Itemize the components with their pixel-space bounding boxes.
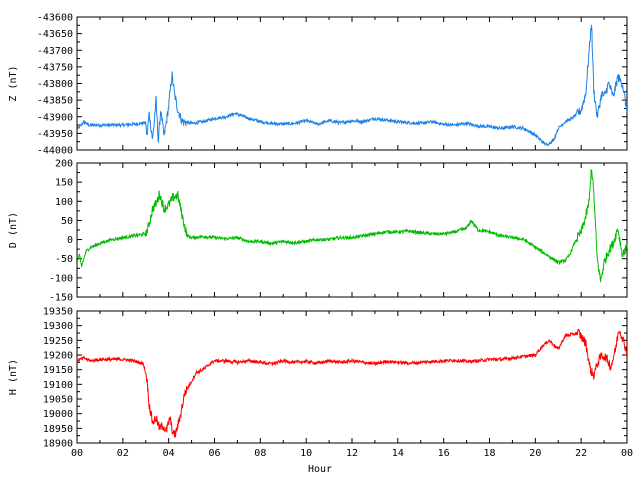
y-axis-label: H (nT) bbox=[8, 359, 19, 395]
y-tick-label: -43800 bbox=[37, 79, 73, 90]
series-line bbox=[76, 328, 628, 438]
series-line bbox=[76, 168, 628, 284]
x-tick-label: 20 bbox=[529, 448, 541, 459]
x-tick-label: 00 bbox=[71, 448, 83, 459]
x-tick-label: 18 bbox=[483, 448, 495, 459]
panel-z: -43600 -43650 -43700 -43750 -43800 -43850 -439… bbox=[8, 13, 628, 157]
y-axis-label: Z (nT) bbox=[8, 65, 19, 101]
y-tick-label: 19350 bbox=[43, 307, 73, 318]
plot-frame bbox=[76, 16, 628, 151]
x-axis: 00 02 04 06 08 10 12 14 16 18 20 22 00 bbox=[71, 448, 633, 459]
y-tick-label: -43850 bbox=[37, 96, 73, 107]
y-tick-label: -50 bbox=[55, 254, 73, 265]
y-tick-label: 50 bbox=[61, 216, 73, 227]
x-tick-label: 08 bbox=[254, 448, 266, 459]
y-tick-label: 150 bbox=[55, 178, 73, 189]
x-tick-label: 14 bbox=[392, 448, 404, 459]
y-tick-label: 19150 bbox=[43, 365, 73, 376]
y-tick-label: -100 bbox=[49, 273, 73, 284]
y-tick-label: 100 bbox=[55, 197, 73, 208]
x-tick-label: 10 bbox=[300, 448, 312, 459]
y-tick-label: 18900 bbox=[43, 439, 73, 450]
x-tick-label: 12 bbox=[346, 448, 358, 459]
y-tick-label: 0 bbox=[67, 235, 73, 246]
y-tick-label: -44000 bbox=[37, 146, 73, 157]
y-tick-label: -43950 bbox=[37, 129, 73, 140]
y-tick-label: 200 bbox=[55, 159, 73, 170]
y-tick-label: -150 bbox=[49, 293, 73, 304]
panel-d: 200 150 100 50 0 -50 -100 -150 D (nT) bbox=[8, 159, 628, 304]
plot-frame bbox=[76, 310, 628, 444]
x-tick-label: 04 bbox=[163, 448, 175, 459]
y-tick-label: -43650 bbox=[37, 29, 73, 40]
y-tick-label: 19250 bbox=[43, 336, 73, 347]
x-tick-label: 02 bbox=[117, 448, 129, 459]
plot-frame bbox=[76, 162, 628, 298]
y-tick-label: -43900 bbox=[37, 112, 73, 123]
y-tick-label: -43700 bbox=[37, 46, 73, 57]
y-tick-label: -43600 bbox=[37, 13, 73, 24]
series-line bbox=[76, 24, 628, 147]
panel-h: 19350 19300 19250 19200 19150 19100 19050 19000… bbox=[8, 307, 628, 450]
y-axis-label: D (nT) bbox=[8, 212, 19, 248]
y-tick-label: 19300 bbox=[43, 321, 73, 332]
x-tick-label: 06 bbox=[208, 448, 220, 459]
x-tick-label: 16 bbox=[438, 448, 450, 459]
y-tick-label: 19100 bbox=[43, 380, 73, 391]
y-tick-label: 19000 bbox=[43, 409, 73, 420]
y-tick-label: 19050 bbox=[43, 395, 73, 406]
x-tick-label: 22 bbox=[575, 448, 587, 459]
y-tick-label: -43750 bbox=[37, 62, 73, 73]
x-axis-label: Hour bbox=[308, 464, 332, 475]
y-tick-label: 18950 bbox=[43, 424, 73, 435]
y-tick-label: 19200 bbox=[43, 351, 73, 362]
x-tick-label: 00 bbox=[621, 448, 633, 459]
